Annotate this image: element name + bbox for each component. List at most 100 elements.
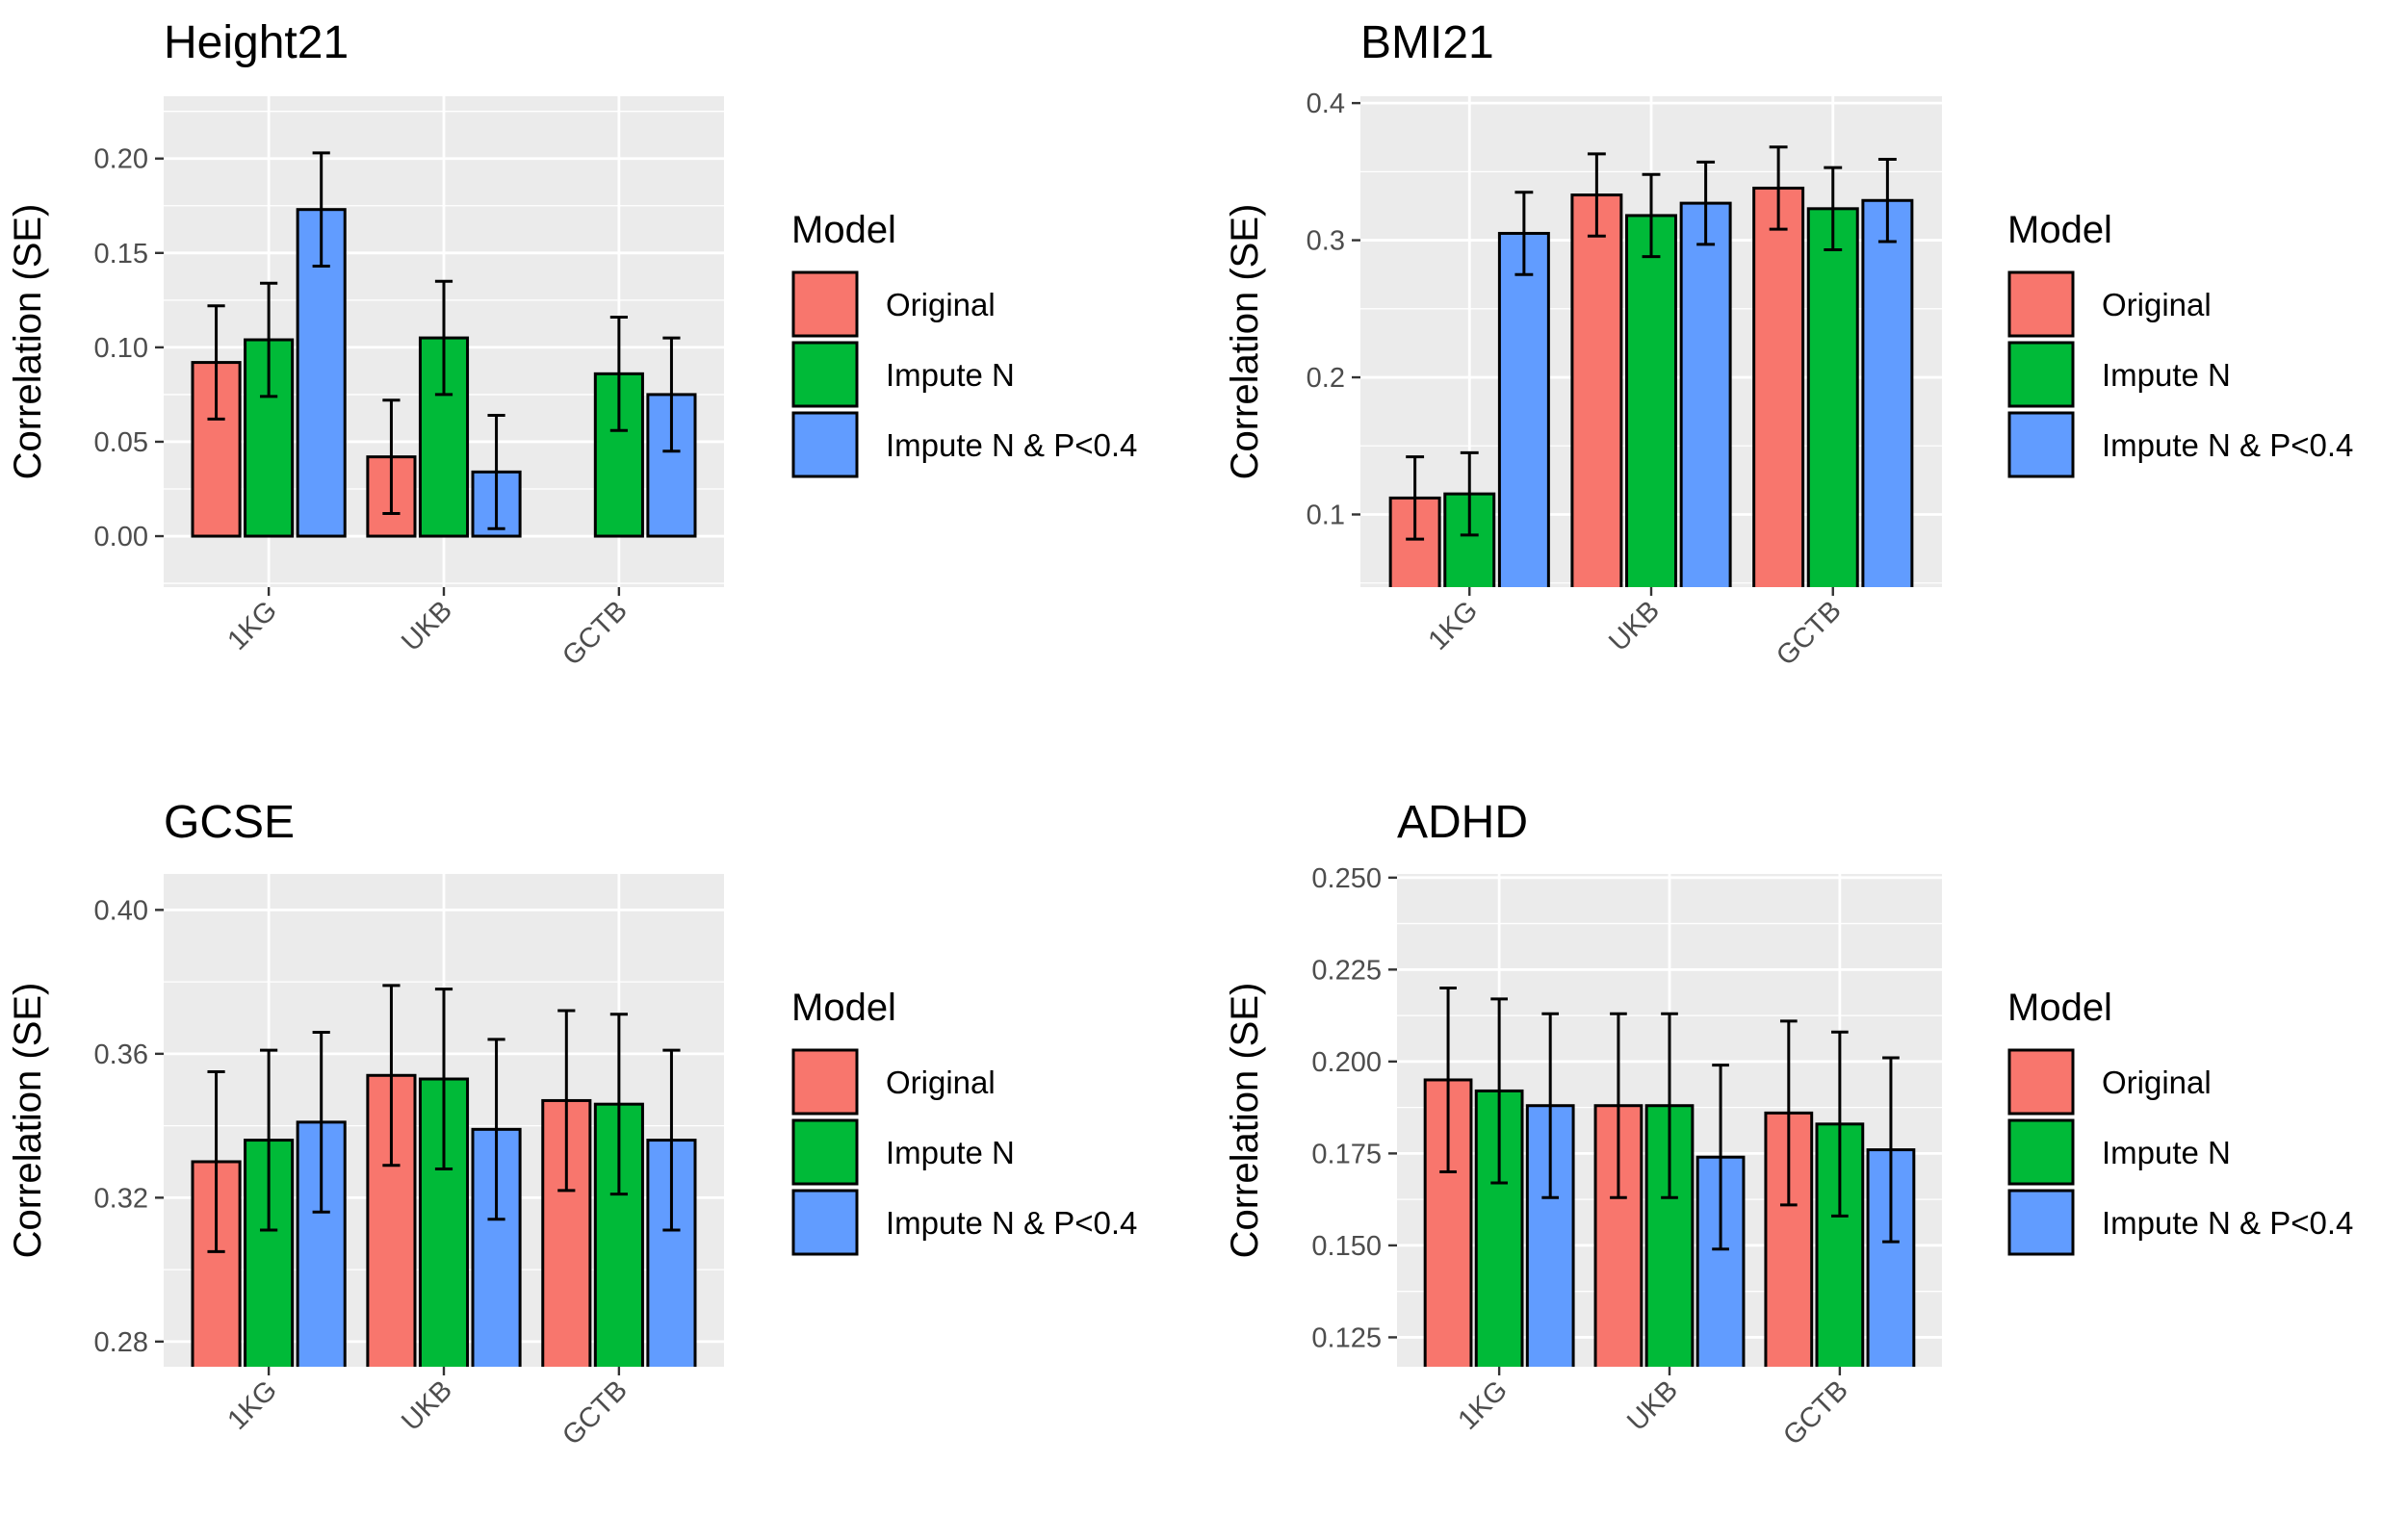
error-bar-impute-n-gctb <box>609 1013 628 1196</box>
error-bar-impute-n-ukb <box>434 279 453 397</box>
legend: Model Original Impute N Impute N & P<0.4 <box>791 987 1137 1256</box>
legend: Model Original Impute N Impute N & P<0.4 <box>2007 987 2353 1256</box>
error-bar-impute-n-1kg <box>260 1048 278 1232</box>
legend-item-impute-n-p-0-4: Impute N & P<0.4 <box>2007 411 2353 478</box>
y-tick-label: 0.15 <box>94 239 148 270</box>
panel-gcse: 0.28 0.32 0.36 0.40 1KG UKB GCTB GCSE Correlatio… <box>7 797 1137 1451</box>
legend-key <box>791 1118 859 1186</box>
panel-adhd: 0.125 0.150 0.175 0.200 0.225 0.250 1KG UKB GCTB… <box>1224 797 2353 1451</box>
bars <box>1423 986 1916 1367</box>
x-tick-label-gctb: GCTB <box>1771 595 1848 672</box>
error-bar-impute-n-ukb <box>1642 172 1661 259</box>
legend-item-impute-n: Impute N <box>791 341 1015 408</box>
y-tick-label: 0.125 <box>1311 1322 1382 1353</box>
y-tick-label: 0.20 <box>94 144 148 175</box>
legend-item-original: Original <box>2007 1048 2212 1116</box>
error-bar-impute-n-p-0-4-gctb <box>1882 1056 1900 1244</box>
y-tick-label: 0.200 <box>1311 1047 1382 1078</box>
panel-title: ADHD <box>1397 797 1528 848</box>
error-bar-original-1kg <box>1406 455 1425 541</box>
y-tick-label: 0.175 <box>1311 1139 1382 1169</box>
error-bar-impute-n-p-0-4-ukb <box>487 1038 505 1221</box>
x-tick-label-ukb: UKB <box>1621 1374 1684 1437</box>
y-tick-label: 0.10 <box>94 333 148 364</box>
legend-title: Model <box>2007 987 2112 1029</box>
legend-item-impute-n: Impute N <box>2007 341 2231 408</box>
y-tick-label: 0.4 <box>1307 89 1345 119</box>
error-bar-original-1kg <box>1439 986 1457 1173</box>
error-bar-original-1kg <box>207 304 225 421</box>
bars <box>191 151 697 538</box>
legend-key <box>2007 1118 2075 1186</box>
bar-original-ukb <box>1570 193 1623 587</box>
y-axis-title: Correlation (SE) <box>7 204 49 480</box>
panel-title: Height21 <box>164 17 349 68</box>
y-tick-label: 0.1 <box>1307 500 1345 530</box>
legend-label: Original <box>886 287 996 322</box>
legend-label: Original <box>886 1065 996 1100</box>
error-bar-impute-n-gctb <box>1824 166 1843 252</box>
y-tick-label: 0.225 <box>1311 955 1382 986</box>
legend-key <box>791 341 859 408</box>
legend-key <box>2007 270 2075 338</box>
legend-label: Original <box>2102 287 2212 322</box>
legend-key <box>791 1048 859 1116</box>
error-bar-original-ukb <box>382 984 401 1168</box>
error-bar-impute-n-p-0-4-1kg <box>312 1030 330 1214</box>
error-bar-impute-n-gctb <box>1831 1030 1849 1218</box>
panel-title: GCSE <box>164 797 295 848</box>
error-bar-impute-n-1kg <box>260 281 278 398</box>
y-tick-label: 0.3 <box>1307 226 1345 257</box>
error-bar-original-gctb <box>1769 145 1788 231</box>
legend-key <box>2007 411 2075 478</box>
bar-impute-n-1kg <box>244 338 295 538</box>
legend-item-impute-n-p-0-4: Impute N & P<0.4 <box>2007 1189 2353 1256</box>
legend-item-impute-n: Impute N <box>791 1118 1015 1186</box>
error-bar-original-gctb <box>557 1009 576 1193</box>
error-bar-impute-n-1kg <box>1460 450 1479 537</box>
legend-item-original: Original <box>791 270 996 338</box>
bar-impute-n-p-0-4-gctb <box>1861 198 1914 587</box>
legend-item-original: Original <box>2007 270 2212 338</box>
error-bar-impute-n-p-0-4-1kg <box>312 151 330 269</box>
x-tick-label-gctb: GCTB <box>556 1374 634 1451</box>
error-bar-impute-n-1kg <box>1490 997 1508 1185</box>
y-tick-label: 0.40 <box>94 895 148 926</box>
bar-impute-n-gctb <box>1806 207 1859 587</box>
error-bar-impute-n-ukb <box>1661 1012 1678 1199</box>
error-bar-impute-n-p-0-4-ukb <box>487 414 505 530</box>
legend: Model Original Impute N Impute N & P<0.4 <box>2007 209 2353 478</box>
error-bar-impute-n-p-0-4-gctb <box>662 1048 681 1232</box>
x-tick-label-ukb: UKB <box>396 595 458 657</box>
legend-title: Model <box>791 209 896 251</box>
legend-label: Impute N & P<0.4 <box>2102 427 2353 463</box>
legend-title: Model <box>2007 209 2112 251</box>
y-tick-label: 0.28 <box>94 1327 148 1358</box>
x-tick-label-1kg: 1KG <box>221 1374 283 1436</box>
y-tick-label: 0.36 <box>94 1040 148 1070</box>
legend-label: Impute N <box>886 357 1015 393</box>
error-bar-impute-n-p-0-4-ukb <box>1712 1064 1729 1251</box>
legend-label: Original <box>2102 1065 2212 1100</box>
legend-item-impute-n-p-0-4: Impute N & P<0.4 <box>791 1189 1137 1256</box>
legend: Model Original Impute N Impute N & P<0.4 <box>791 209 1137 478</box>
error-bar-original-ukb <box>1610 1012 1627 1199</box>
y-tick-label: 0.150 <box>1311 1231 1382 1262</box>
legend-item-impute-n: Impute N <box>2007 1118 2231 1186</box>
x-tick-label-gctb: GCTB <box>1777 1374 1854 1451</box>
error-bar-impute-n-p-0-4-gctb <box>1877 158 1897 244</box>
y-tick-label: 0.2 <box>1307 363 1345 394</box>
y-tick-label: 0.32 <box>94 1183 148 1214</box>
legend-key <box>791 270 859 338</box>
y-tick-label: 0.05 <box>94 427 148 458</box>
y-tick-label: 0.00 <box>94 522 148 552</box>
legend-item-impute-n-p-0-4: Impute N & P<0.4 <box>791 411 1137 478</box>
bar-impute-n-ukb <box>1625 214 1677 587</box>
legend-label: Impute N & P<0.4 <box>886 1205 1137 1241</box>
panel-title: BMI21 <box>1360 17 1494 68</box>
legend-label: Impute N <box>2102 1135 2231 1170</box>
x-tick-label-1kg: 1KG <box>1452 1374 1514 1436</box>
error-bar-impute-n-ukb <box>434 988 453 1170</box>
y-axis-title: Correlation (SE) <box>1224 983 1266 1259</box>
legend-item-original: Original <box>791 1048 996 1116</box>
